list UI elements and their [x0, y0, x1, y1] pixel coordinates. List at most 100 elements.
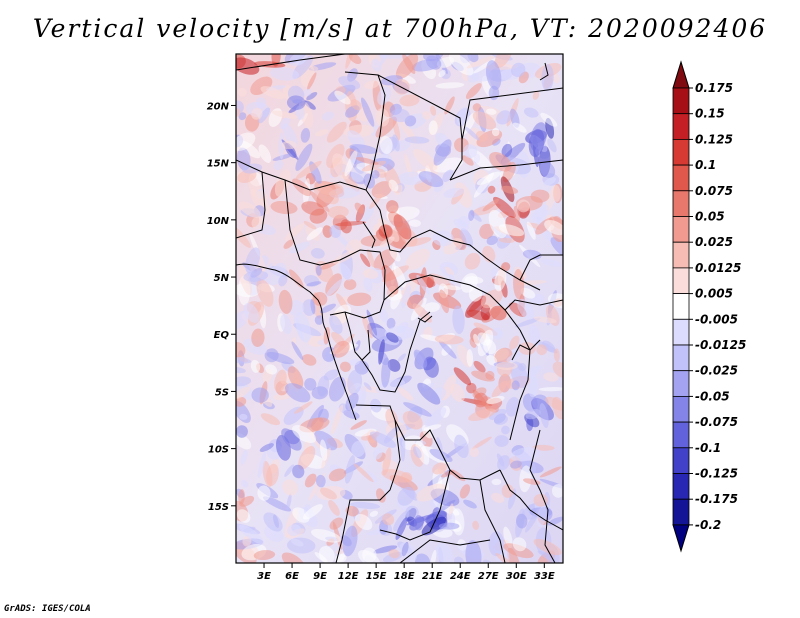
velocity-blob	[335, 221, 367, 227]
velocity-blob	[361, 97, 375, 127]
velocity-blob	[278, 132, 285, 160]
velocity-blob	[348, 54, 362, 64]
colorbar-label: 0.0125	[695, 261, 741, 275]
velocity-blob	[253, 550, 276, 561]
lon-tick-label: 24E	[450, 571, 471, 582]
colorbar-segment	[672, 370, 690, 397]
velocity-blob	[347, 292, 372, 306]
velocity-blob	[397, 486, 415, 506]
colorbar-segment	[672, 318, 690, 346]
colorbar-top-arrow	[672, 60, 690, 89]
velocity-blob	[240, 479, 249, 488]
velocity-blob	[494, 269, 507, 292]
velocity-blob	[512, 537, 527, 552]
colorbar-label: 0.005	[695, 287, 733, 301]
velocity-blob	[543, 177, 557, 186]
velocity-blob	[517, 199, 530, 213]
colorbar-label: -0.05	[695, 389, 730, 403]
colorbar-label: -0.2	[695, 518, 721, 532]
velocity-blob	[473, 333, 481, 347]
velocity-blob	[510, 460, 522, 469]
velocity-blob	[491, 492, 505, 503]
velocity-blob	[292, 178, 312, 197]
velocity-blob	[452, 305, 465, 335]
velocity-blob	[468, 286, 483, 302]
velocity-blob	[531, 204, 550, 223]
velocity-blob	[472, 436, 492, 450]
velocity-blob	[397, 387, 414, 401]
velocity-blob	[242, 163, 263, 174]
velocity-blob	[399, 542, 417, 563]
lat-tick-label: 5S	[215, 387, 229, 398]
velocity-blob	[465, 540, 482, 563]
velocity-blob	[243, 302, 260, 324]
longitude-axis: 3E 6E 9E 12E 15E 18E 21E 24E 27E 30E 33E	[257, 563, 555, 582]
velocity-blob	[486, 354, 498, 366]
velocity-blob	[327, 205, 349, 219]
velocity-blob	[487, 185, 496, 194]
velocity-blob	[271, 54, 281, 67]
velocity-blob	[386, 200, 399, 214]
velocity-blob	[369, 431, 397, 448]
velocity-blob	[279, 116, 291, 130]
velocity-blob	[274, 169, 291, 197]
velocity-blob	[413, 148, 438, 171]
velocity-blob	[466, 55, 495, 69]
velocity-blob	[429, 448, 453, 463]
velocity-blob	[522, 249, 542, 260]
velocity-blob	[389, 248, 401, 262]
velocity-blob	[543, 372, 559, 382]
velocity-blob	[488, 531, 504, 557]
velocity-blob	[390, 108, 410, 123]
velocity-blob	[343, 279, 357, 291]
latitude-axis: 20N 15N 10N 5N EQ 5S 10S 15S	[207, 101, 236, 513]
velocity-blob	[270, 200, 298, 215]
velocity-blob	[460, 228, 474, 248]
velocity-blob	[236, 396, 247, 407]
colorbar-label: -0.025	[695, 364, 738, 378]
velocity-blob	[323, 369, 339, 381]
velocity-blob	[313, 183, 339, 205]
velocity-blob	[462, 155, 474, 166]
colorbar-label: -0.005	[695, 312, 738, 326]
velocity-blob	[472, 111, 497, 130]
velocity-blob	[311, 386, 329, 400]
velocity-blob	[295, 143, 313, 171]
velocity-blob	[397, 353, 407, 362]
velocity-blob	[552, 361, 563, 378]
colorbar-label: -0.175	[695, 492, 738, 506]
velocity-blob	[403, 237, 432, 247]
colorbar-segment	[672, 473, 690, 500]
velocity-blob	[551, 484, 563, 498]
velocity-blob	[473, 392, 488, 408]
velocity-blob	[553, 348, 560, 362]
velocity-blob	[509, 335, 520, 351]
velocity-blob	[271, 110, 298, 119]
velocity-blob	[463, 144, 478, 159]
velocity-blob	[382, 447, 392, 476]
velocity-blob	[528, 324, 541, 346]
velocity-blob	[362, 315, 373, 339]
velocity-blob	[404, 154, 412, 175]
velocity-blob	[236, 425, 248, 438]
velocity-blob	[515, 317, 541, 328]
colorbar-segment	[672, 113, 690, 140]
velocity-blob	[401, 284, 412, 308]
velocity-blob	[283, 239, 294, 249]
velocity-blob	[394, 78, 410, 95]
colorbar: 0.175 0.15 0.125 0.1 0.075 0.05 0.025 0.0125 0.0…	[672, 60, 746, 553]
velocity-blob	[251, 387, 269, 403]
colorbar-label: -0.1	[695, 441, 721, 455]
velocity-blob	[464, 126, 480, 141]
velocity-blob	[239, 495, 255, 507]
velocity-blob	[337, 552, 346, 563]
velocity-blob	[344, 455, 356, 484]
lat-tick-label: 10N	[207, 216, 230, 227]
velocity-blob	[238, 265, 252, 296]
colorbar-label: 0.05	[695, 210, 725, 224]
velocity-blob	[413, 515, 424, 531]
velocity-blob	[432, 462, 447, 475]
velocity-blob	[328, 500, 340, 516]
velocity-blob	[402, 54, 416, 74]
velocity-blob	[373, 545, 398, 554]
